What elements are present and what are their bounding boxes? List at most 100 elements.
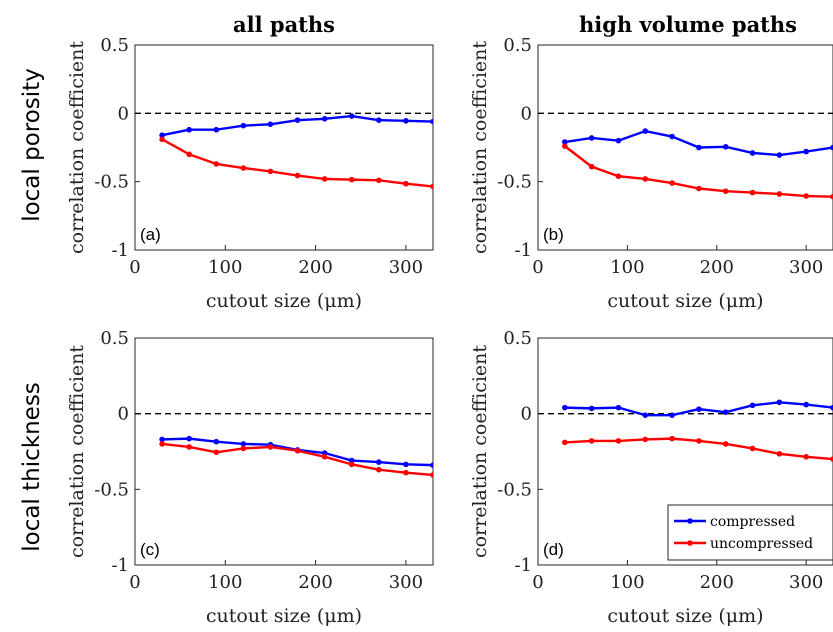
series-compressed-point bbox=[749, 150, 756, 156]
y-tick-label: -0.5 bbox=[94, 172, 129, 193]
series-uncompressed-point bbox=[562, 143, 568, 149]
x-axis-label: cutout size (μm) bbox=[206, 605, 362, 627]
series-uncompressed-point bbox=[186, 444, 192, 450]
series-compressed-point bbox=[803, 401, 809, 408]
series-uncompressed-point bbox=[403, 180, 409, 187]
y-tick-label: -0.5 bbox=[94, 479, 129, 500]
series-uncompressed-point bbox=[213, 449, 220, 456]
series-compressed-point bbox=[403, 118, 409, 124]
series-uncompressed-point bbox=[749, 189, 756, 196]
axes-box bbox=[134, 337, 434, 566]
y-tick-label: -1 bbox=[111, 555, 129, 576]
series-compressed-point bbox=[696, 406, 702, 412]
x-tick-label: 0 bbox=[129, 257, 140, 278]
series-uncompressed-point bbox=[240, 165, 247, 171]
series-compressed-point bbox=[830, 404, 833, 411]
series-uncompressed-point bbox=[562, 439, 568, 446]
series-compressed-point bbox=[321, 116, 328, 122]
row-label-local-porosity: local porosity bbox=[19, 68, 45, 222]
series-compressed-point bbox=[159, 132, 165, 138]
series-compressed-point bbox=[159, 436, 165, 443]
y-tick-label: 0 bbox=[521, 103, 532, 124]
y-tick-label: 0.5 bbox=[100, 35, 129, 56]
series-compressed-point bbox=[240, 122, 247, 129]
series-compressed-point bbox=[776, 152, 783, 158]
x-tick-label: 200 bbox=[700, 572, 734, 593]
y-tick-label: 0.5 bbox=[503, 35, 532, 56]
y-tick-label: -1 bbox=[514, 555, 532, 576]
series-uncompressed-point bbox=[430, 472, 433, 478]
series-compressed-point bbox=[562, 404, 568, 411]
x-tick-label: 100 bbox=[208, 257, 242, 278]
series-uncompressed-point bbox=[588, 438, 595, 444]
x-tick-label: 200 bbox=[298, 257, 332, 278]
series-uncompressed-point bbox=[696, 438, 702, 444]
row-label-local-thickness: local thickness bbox=[19, 382, 45, 552]
series-compressed-point bbox=[722, 409, 729, 415]
series-uncompressed-point bbox=[240, 445, 247, 452]
y-axis-label: correlation coefficient bbox=[66, 345, 88, 558]
series-compressed-point bbox=[615, 137, 622, 144]
y-tick-label: 0 bbox=[521, 404, 532, 425]
x-tick-label: 100 bbox=[610, 572, 644, 593]
series-compressed-point bbox=[776, 399, 783, 406]
series-compressed-point bbox=[240, 441, 247, 447]
series-compressed-point bbox=[669, 133, 675, 140]
series-uncompressed-point bbox=[159, 441, 165, 447]
y-axis-label: correlation coefficient bbox=[469, 41, 491, 254]
axes-box bbox=[537, 337, 833, 566]
series-compressed-point bbox=[642, 128, 649, 134]
series-uncompressed-point bbox=[376, 466, 382, 473]
series-compressed-line bbox=[564, 129, 833, 157]
series-uncompressed-point bbox=[642, 436, 649, 443]
series-compressed-point bbox=[588, 405, 595, 412]
axes-box bbox=[134, 44, 434, 251]
y-tick-label: -0.5 bbox=[497, 479, 532, 500]
series-compressed-point bbox=[642, 412, 649, 418]
y-axis-label: correlation coefficient bbox=[66, 41, 88, 254]
x-tick-label: 200 bbox=[298, 572, 332, 593]
series-uncompressed-point bbox=[403, 469, 409, 476]
series-compressed-point bbox=[403, 461, 409, 468]
x-tick-label: 200 bbox=[700, 257, 734, 278]
x-tick-label: 300 bbox=[789, 257, 823, 278]
series-compressed-point bbox=[186, 126, 192, 133]
series-uncompressed-point bbox=[722, 188, 729, 195]
panel-a: 0.50-0.5-10 100 200 300(a)cutout size (μm)c… bbox=[66, 35, 434, 312]
panels-group: 0.5 0 -0.5 -1 0 100 200 300 (a) cutout size (μm) c… bbox=[66, 35, 833, 627]
x-tick-label: 300 bbox=[789, 572, 823, 593]
panel-tag-label: (a) bbox=[140, 225, 161, 244]
series-uncompressed-point bbox=[267, 168, 274, 175]
panel-d: 0.50-0.5-10 100 200 300(d)cutout size (μm)c… bbox=[469, 328, 833, 627]
series-compressed-point bbox=[615, 404, 622, 411]
series-group bbox=[562, 399, 833, 462]
series-compressed-point bbox=[376, 459, 382, 465]
series-uncompressed-point bbox=[749, 445, 756, 452]
column-title-all-paths: all paths bbox=[233, 12, 335, 37]
series-uncompressed-point bbox=[696, 185, 702, 192]
series-compressed-point bbox=[294, 117, 301, 123]
series-compressed-point bbox=[749, 402, 756, 409]
series-uncompressed-point bbox=[830, 456, 833, 462]
legend-label-uncompressed: uncompressed bbox=[710, 536, 813, 552]
panel-tag-label: (c) bbox=[140, 540, 160, 559]
series-uncompressed-point bbox=[321, 453, 328, 460]
y-axis-label: correlation coefficient bbox=[469, 345, 491, 558]
series-compressed-point bbox=[430, 462, 433, 468]
series-compressed-point bbox=[830, 144, 833, 151]
series-uncompressed-point bbox=[348, 176, 355, 183]
series-group bbox=[159, 113, 433, 190]
series-compressed-point bbox=[696, 144, 702, 151]
series-uncompressed-point bbox=[348, 461, 355, 468]
x-tick-label: 300 bbox=[389, 572, 423, 593]
panel-tag-label: (b) bbox=[543, 225, 564, 244]
series-compressed-point bbox=[348, 113, 355, 119]
y-tick-label: 0.5 bbox=[503, 328, 532, 349]
series-uncompressed-point bbox=[830, 193, 833, 200]
panel-tag-label: (d) bbox=[543, 540, 564, 559]
series-uncompressed-point bbox=[321, 176, 328, 182]
series-compressed-point bbox=[588, 135, 595, 141]
legend-label-compressed: compressed bbox=[710, 514, 795, 530]
series-uncompressed-point bbox=[615, 438, 622, 444]
